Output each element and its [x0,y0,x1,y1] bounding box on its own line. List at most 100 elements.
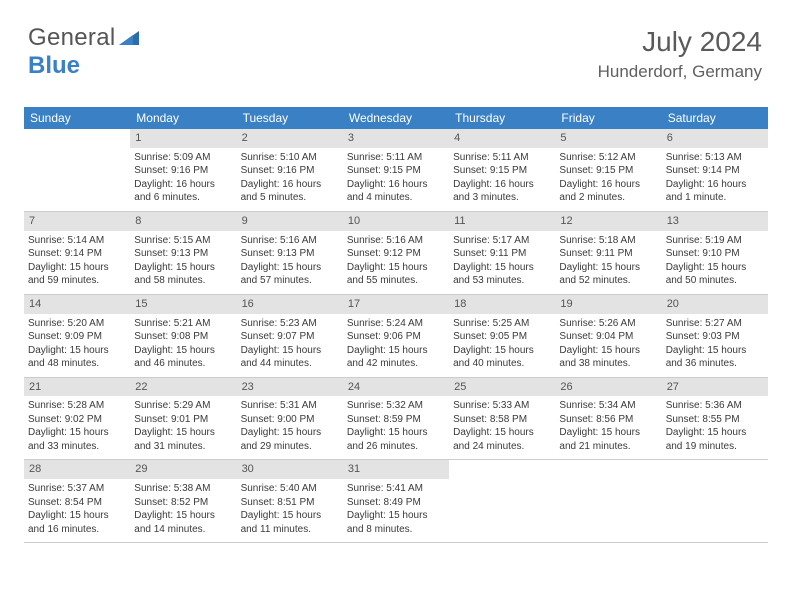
sun-info-daylight2: and 31 minutes. [134,440,232,454]
day-cell: 29Sunrise: 5:38 AMSunset: 8:52 PMDayligh… [130,460,236,542]
day-cell: 1Sunrise: 5:09 AMSunset: 9:16 PMDaylight… [130,129,236,211]
sun-info-sunrise: Sunrise: 5:32 AM [347,399,445,413]
day-number: 2 [237,129,343,148]
sun-info-sunset: Sunset: 9:03 PM [666,330,764,344]
sun-info-sunset: Sunset: 8:51 PM [241,496,339,510]
sun-info-sunrise: Sunrise: 5:18 AM [559,234,657,248]
sun-info: Sunrise: 5:14 AMSunset: 9:14 PMDaylight:… [28,234,126,288]
day-cell: 17 Sunrise: 5:24 AMSunset: 9:06 PMDayligh… [343,295,449,377]
day-number: 14 [24,295,130,314]
location: Hunderdorf, Germany [598,62,762,82]
sun-info-daylight1: Daylight: 15 hours [28,426,126,440]
day-number: 3 [343,129,449,148]
sun-info-sunset: Sunset: 9:11 PM [559,247,657,261]
day-cell: 31Sunrise: 5:41 AMSunset: 8:49 PMDayligh… [343,460,449,542]
day-cell: 27Sunrise: 5:36 AMSunset: 8:55 PMDayligh… [662,378,768,460]
sun-info: Sunrise: 5:23 AMSunset: 9:07 PMDaylight:… [241,317,339,371]
sun-info-sunrise: Sunrise: 5:14 AM [28,234,126,248]
sun-info: Sunrise: 5:11 AMSunset: 9:15 PMDaylight:… [347,151,445,205]
sun-info: Sunrise: 5:24 AMSunset: 9:06 PMDaylight:… [347,317,445,371]
day-cell: 22Sunrise: 5:29 AMSunset: 9:01 PMDayligh… [130,378,236,460]
sun-info-daylight2: and 14 minutes. [134,523,232,537]
sun-info: Sunrise: 5:40 AMSunset: 8:51 PMDaylight:… [241,482,339,536]
sun-info: Sunrise: 5:18 AMSunset: 9:11 PMDaylight:… [559,234,657,288]
sun-info-sunrise: Sunrise: 5:29 AM [134,399,232,413]
sun-info-daylight1: Daylight: 15 hours [28,261,126,275]
weekday-tuesday: Tuesday [237,107,343,129]
sun-info-daylight1: Daylight: 15 hours [134,509,232,523]
day-cell: 2 Sunrise: 5:10 AMSunset: 9:16 PMDaylight… [237,129,343,211]
sun-info-daylight2: and 55 minutes. [347,274,445,288]
sun-info-sunset: Sunset: 9:15 PM [347,164,445,178]
day-cell: 15Sunrise: 5:21 AMSunset: 9:08 PMDayligh… [130,295,236,377]
sun-info-daylight1: Daylight: 16 hours [241,178,339,192]
sun-info-sunset: Sunset: 8:58 PM [453,413,551,427]
day-number: 9 [237,212,343,231]
day-cell: 20Sunrise: 5:27 AMSunset: 9:03 PMDayligh… [662,295,768,377]
day-cell: 3 Sunrise: 5:11 AMSunset: 9:15 PMDaylight… [343,129,449,211]
sun-info: Sunrise: 5:15 AMSunset: 9:13 PMDaylight:… [134,234,232,288]
sun-info-daylight1: Daylight: 15 hours [28,509,126,523]
day-number: 8 [130,212,236,231]
week-row: 21Sunrise: 5:28 AMSunset: 9:02 PMDayligh… [24,378,768,461]
sun-info-daylight2: and 50 minutes. [666,274,764,288]
sun-info-daylight1: Daylight: 15 hours [559,344,657,358]
sun-info-daylight2: and 33 minutes. [28,440,126,454]
sun-info: Sunrise: 5:34 AMSunset: 8:56 PMDaylight:… [559,399,657,453]
day-number: 20 [662,295,768,314]
sun-info: Sunrise: 5:10 AMSunset: 9:16 PMDaylight:… [241,151,339,205]
sun-info-daylight1: Daylight: 15 hours [453,261,551,275]
sun-info-sunrise: Sunrise: 5:36 AM [666,399,764,413]
sun-info-sunset: Sunset: 9:11 PM [453,247,551,261]
sun-info: Sunrise: 5:38 AMSunset: 8:52 PMDaylight:… [134,482,232,536]
day-number: 4 [449,129,555,148]
day-cell: 4Sunrise: 5:11 AMSunset: 9:15 PMDaylight… [449,129,555,211]
sun-info-sunset: Sunset: 9:15 PM [559,164,657,178]
day-cell: 5Sunrise: 5:12 AMSunset: 9:15 PMDaylight… [555,129,661,211]
day-number: 18 [449,295,555,314]
sun-info-daylight2: and 24 minutes. [453,440,551,454]
sun-info-sunrise: Sunrise: 5:19 AM [666,234,764,248]
day-cell: 23Sunrise: 5:31 AMSunset: 9:00 PMDayligh… [237,378,343,460]
day-cell: 21Sunrise: 5:28 AMSunset: 9:02 PMDayligh… [24,378,130,460]
sun-info-daylight1: Daylight: 15 hours [347,344,445,358]
day-cell: 12Sunrise: 5:18 AMSunset: 9:11 PMDayligh… [555,212,661,294]
sun-info-daylight1: Daylight: 15 hours [134,344,232,358]
day-cell [24,129,130,211]
sun-info-daylight2: and 16 minutes. [28,523,126,537]
day-number: 5 [555,129,661,148]
sun-info: Sunrise: 5:41 AMSunset: 8:49 PMDaylight:… [347,482,445,536]
day-number: 11 [449,212,555,231]
day-number: 15 [130,295,236,314]
day-cell: 14Sunrise: 5:20 AMSunset: 9:09 PMDayligh… [24,295,130,377]
sun-info-daylight2: and 1 minute. [666,191,764,205]
sun-info-sunrise: Sunrise: 5:33 AM [453,399,551,413]
week-row: 1Sunrise: 5:09 AMSunset: 9:16 PMDaylight… [24,129,768,212]
day-cell: 18Sunrise: 5:25 AMSunset: 9:05 PMDayligh… [449,295,555,377]
day-number: 13 [662,212,768,231]
sun-info-sunset: Sunset: 8:49 PM [347,496,445,510]
sun-info: Sunrise: 5:28 AMSunset: 9:02 PMDaylight:… [28,399,126,453]
sun-info-daylight1: Daylight: 15 hours [666,261,764,275]
sun-info-sunrise: Sunrise: 5:25 AM [453,317,551,331]
week-row: 14Sunrise: 5:20 AMSunset: 9:09 PMDayligh… [24,295,768,378]
day-number: 30 [237,460,343,479]
sun-info: Sunrise: 5:09 AMSunset: 9:16 PMDaylight:… [134,151,232,205]
sun-info-sunset: Sunset: 9:16 PM [241,164,339,178]
sun-info-daylight2: and 26 minutes. [347,440,445,454]
sun-info: Sunrise: 5:13 AMSunset: 9:14 PMDaylight:… [666,151,764,205]
sun-info-sunset: Sunset: 8:59 PM [347,413,445,427]
sun-info-sunrise: Sunrise: 5:26 AM [559,317,657,331]
day-number: 27 [662,378,768,397]
day-number: 17 [343,295,449,314]
day-number: 24 [343,378,449,397]
day-cell: 19Sunrise: 5:26 AMSunset: 9:04 PMDayligh… [555,295,661,377]
sun-info-daylight2: and 58 minutes. [134,274,232,288]
sun-info-sunset: Sunset: 9:04 PM [559,330,657,344]
sun-info-sunrise: Sunrise: 5:17 AM [453,234,551,248]
sun-info-sunset: Sunset: 9:16 PM [134,164,232,178]
sun-info-sunrise: Sunrise: 5:34 AM [559,399,657,413]
day-cell: 6Sunrise: 5:13 AMSunset: 9:14 PMDaylight… [662,129,768,211]
sun-info-sunset: Sunset: 9:10 PM [666,247,764,261]
sun-info-daylight1: Daylight: 15 hours [347,509,445,523]
